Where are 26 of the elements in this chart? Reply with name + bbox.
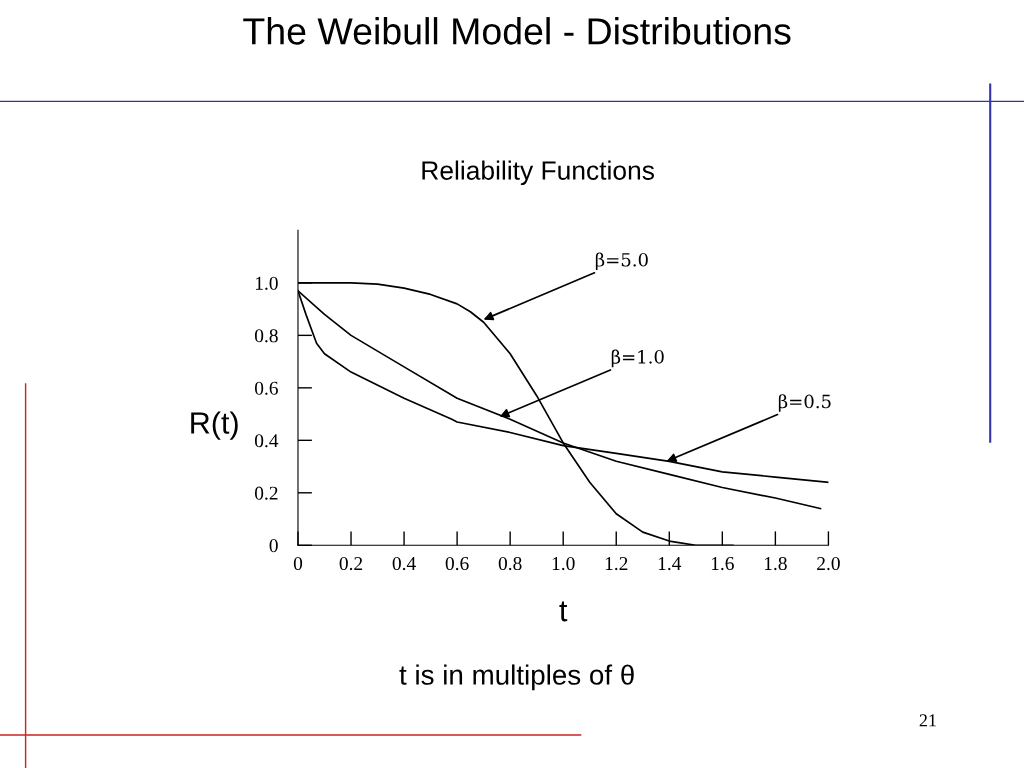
x-tick-label: 1.8	[764, 556, 787, 571]
y-tick-label: 0	[269, 539, 278, 553]
x-tick-label: 1.0	[552, 556, 575, 571]
x-tick-label: 2.0	[817, 556, 840, 571]
x-tick-label: 0	[293, 556, 303, 571]
y-tick-label: 0.6	[254, 381, 278, 395]
x-tick-label: 0.2	[339, 556, 363, 571]
y-tick-label: 0.2	[254, 486, 278, 500]
text: t is in multiples of θ	[399, 664, 634, 691]
y-tick-label: 0.8	[254, 329, 278, 343]
chart-title: The Weibull Model - Distributions	[243, 17, 791, 45]
y-tick-label: 1.0	[255, 276, 278, 290]
x-tick-label: 1.4	[658, 557, 682, 571]
chart-subtitle: Reliability Functions	[422, 160, 654, 186]
x-tick-label: 1.6	[711, 557, 734, 571]
x-tick-label: 1.2	[605, 557, 628, 571]
x-axis-title: t	[559, 601, 568, 622]
annotation: β=1.0	[611, 349, 664, 368]
x-tick-label: 0.8	[498, 556, 522, 571]
y-axis-title: R(t)	[191, 411, 238, 440]
x-tick-label: 0.6	[445, 556, 469, 571]
annotation: β=0.5	[778, 394, 831, 412]
annotation: β=5.0	[595, 252, 648, 271]
y-tick-label: 0.4	[254, 434, 279, 448]
text: 21	[919, 714, 936, 727]
x-tick-label: 0.4	[392, 556, 416, 571]
